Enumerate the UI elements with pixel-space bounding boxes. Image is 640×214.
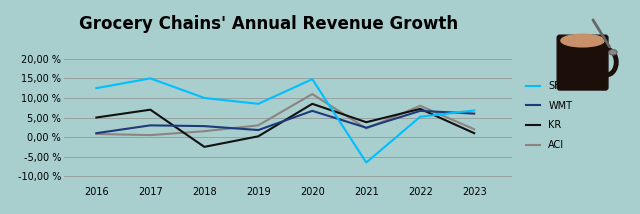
ACI	[255, 124, 262, 127]
ACI	[417, 104, 424, 107]
FancyBboxPatch shape	[557, 35, 608, 90]
SFM	[470, 109, 478, 112]
Line: WMT: WMT	[97, 111, 474, 133]
KR	[255, 135, 262, 138]
SFM	[362, 161, 370, 164]
SFM	[93, 87, 100, 89]
WMT	[417, 110, 424, 112]
KR	[93, 116, 100, 119]
ACI	[200, 130, 208, 132]
WMT	[255, 129, 262, 131]
ACI	[147, 134, 154, 136]
KR	[308, 103, 316, 105]
KR	[362, 121, 370, 123]
ACI	[470, 128, 478, 131]
SFM	[147, 77, 154, 80]
SFM	[417, 115, 424, 118]
WMT	[147, 124, 154, 127]
WMT	[308, 110, 316, 112]
Ellipse shape	[609, 50, 617, 55]
KR	[470, 132, 478, 134]
ACI	[308, 93, 316, 95]
Legend: SFM, WMT, KR, ACI: SFM, WMT, KR, ACI	[526, 81, 572, 150]
Line: KR: KR	[97, 104, 474, 147]
Line: SFM: SFM	[97, 78, 474, 162]
SFM	[308, 78, 316, 80]
KR	[417, 108, 424, 110]
WMT	[200, 125, 208, 127]
SFM	[200, 97, 208, 99]
ACI	[93, 133, 100, 135]
WMT	[93, 132, 100, 134]
KR	[200, 146, 208, 148]
ACI	[362, 127, 370, 130]
Text: Grocery Chains' Annual Revenue Growth: Grocery Chains' Annual Revenue Growth	[79, 15, 458, 33]
WMT	[362, 126, 370, 129]
Line: ACI: ACI	[97, 94, 474, 135]
Ellipse shape	[561, 34, 604, 47]
KR	[147, 108, 154, 111]
SFM	[255, 103, 262, 105]
WMT	[470, 112, 478, 115]
